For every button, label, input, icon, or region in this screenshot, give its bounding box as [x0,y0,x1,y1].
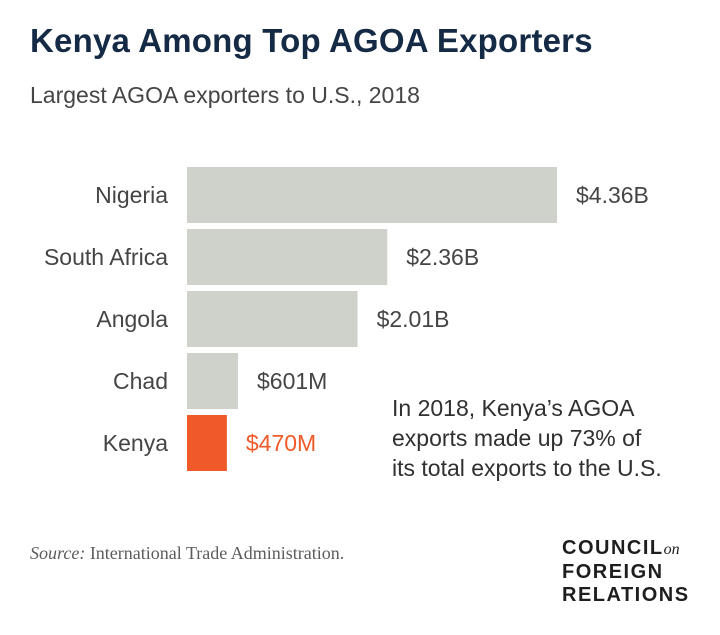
value-label: $2.36B [406,244,479,270]
annotation-line-3: its total exports to the U.S. [392,455,662,481]
bar-south-africa [187,229,388,285]
logo-line-1: COUNCIL [562,537,664,559]
chart-title: Kenya Among Top AGOA Exporters [30,22,593,59]
value-label: $601M [257,368,327,394]
annotation: In 2018, Kenya’s AGOA exports made up 73… [392,393,712,483]
chart-subtitle: Largest AGOA exporters to U.S., 2018 [30,82,420,108]
source-prefix: Source: [30,543,86,563]
source-text: International Trade Administration. [85,543,345,563]
value-label: $2.01B [377,306,450,332]
value-label: $4.36B [576,182,649,208]
cfr-logo: COUNCILon FOREIGN RELATIONS [562,537,690,607]
logo-line-2: FOREIGN [562,561,664,583]
bar-chart: Nigeria $4.36B South Africa $2.36B Angola $2.… [44,167,649,471]
category-label: Chad [113,368,168,394]
annotation-line-2: exports made up 73% of [392,425,642,451]
bar-angola [187,291,358,347]
logo-line-3: RELATIONS [562,584,690,606]
category-label: Angola [96,306,168,332]
bar-nigeria [187,167,557,223]
category-label: South Africa [44,244,168,270]
bar-chad [187,353,239,409]
annotation-line-1: In 2018, Kenya’s AGOA [392,395,635,421]
value-label: $470M [246,430,316,456]
logo-on: on [663,541,680,558]
source-note: Source: International Trade Administrati… [30,543,344,564]
bar-kenya [187,415,227,471]
category-label: Kenya [103,430,168,456]
category-label: Nigeria [95,182,168,208]
